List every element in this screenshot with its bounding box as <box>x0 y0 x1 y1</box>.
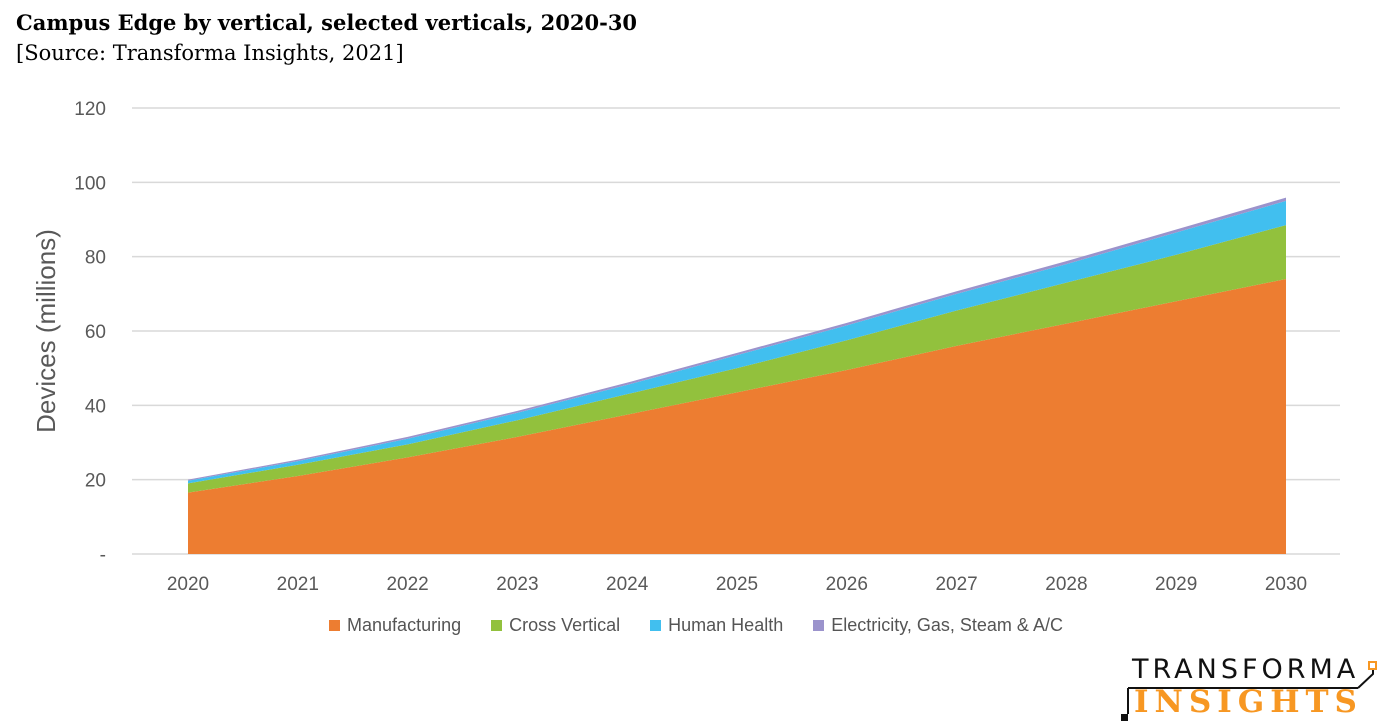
legend-item: Human Health <box>650 615 783 636</box>
legend-item: Electricity, Gas, Steam & A/C <box>813 615 1063 636</box>
x-tick-label: 2028 <box>1045 574 1087 595</box>
legend-swatch <box>491 620 503 631</box>
legend-label: Cross Vertical <box>509 615 621 635</box>
legend-swatch <box>329 620 341 631</box>
legend-label: Electricity, Gas, Steam & A/C <box>831 615 1063 635</box>
x-tick-label: 2025 <box>716 574 758 595</box>
y-tick-label: - <box>100 545 106 566</box>
legend-swatch <box>813 620 825 631</box>
legend-item: Cross Vertical <box>491 615 620 636</box>
transforma-insights-logo: TRANSFORMA INSIGHTS <box>1118 654 1386 724</box>
logo-circuit-lines <box>1121 661 1377 721</box>
legend-item: Manufacturing <box>329 615 461 636</box>
y-tick-label: 20 <box>85 471 106 492</box>
legend-label: Human Health <box>668 615 784 635</box>
y-tick-label: 100 <box>74 173 106 194</box>
x-tick-label: 2029 <box>1155 574 1197 595</box>
x-tick-label: 2023 <box>496 574 538 595</box>
y-tick-label: 80 <box>85 248 106 269</box>
x-tick-label: 2020 <box>167 574 209 595</box>
x-tick-label: 2030 <box>1265 574 1307 595</box>
legend-swatch <box>650 620 662 631</box>
area-series-cross-vertical <box>188 225 1286 493</box>
y-tick-label: 120 <box>74 99 106 120</box>
chart-title: Campus Edge by vertical, selected vertic… <box>16 10 638 35</box>
chart-source: [Source: Transforma Insights, 2021] <box>16 41 404 65</box>
x-tick-label: 2022 <box>386 574 428 595</box>
x-tick-label: 2024 <box>606 574 649 595</box>
logo-text-transforma: TRANSFORMA <box>1132 654 1360 685</box>
y-axis-label: Devices (millions) <box>31 229 61 433</box>
logo-text-insights: INSIGHTS <box>1134 684 1363 720</box>
y-tick-label: 60 <box>85 322 106 343</box>
x-tick-label: 2026 <box>826 574 868 595</box>
y-tick-label: 40 <box>85 396 106 417</box>
legend-label: Manufacturing <box>347 615 462 635</box>
area-series-manufacturing <box>188 278 1286 554</box>
chart-legend: Manufacturing Cross Vertical Human Health E… <box>0 615 1392 636</box>
x-tick-label: 2027 <box>935 574 977 595</box>
x-tick-label: 2021 <box>277 574 319 595</box>
